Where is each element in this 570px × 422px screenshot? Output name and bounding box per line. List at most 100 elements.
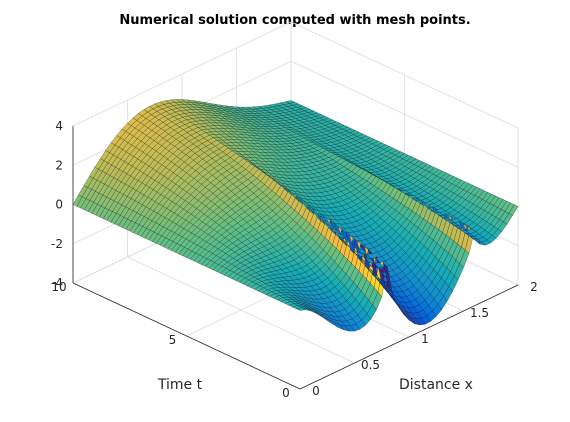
surface-patch	[300, 197, 312, 204]
surface-patch	[248, 119, 258, 123]
surface-patch	[327, 138, 338, 143]
surface-patch	[188, 124, 199, 131]
surface-patch	[377, 249, 388, 257]
surface-patch	[267, 146, 278, 151]
surface-patch	[315, 114, 326, 119]
surface-patch	[210, 161, 220, 169]
surface-patch	[361, 157, 372, 162]
surface-patch	[251, 267, 262, 273]
surface-patch	[224, 125, 236, 130]
x-tick-label: 0.5	[361, 358, 380, 372]
surface-patch	[313, 184, 324, 190]
surface-patch	[269, 118, 280, 122]
surface-patch	[217, 244, 228, 252]
surface-patch	[243, 158, 253, 164]
surface-patch	[237, 118, 247, 122]
surface-patch	[423, 236, 434, 250]
surface-patch	[231, 186, 241, 195]
surface-patch	[195, 229, 205, 238]
surface-patch	[460, 229, 471, 234]
surface-patch	[315, 123, 326, 128]
surface-patch	[350, 150, 361, 156]
surface-patch	[413, 160, 424, 167]
surface-patch	[286, 280, 297, 285]
surface-patch	[252, 279, 263, 284]
surface-patch	[155, 145, 166, 154]
x-tick-label: 0	[312, 384, 320, 398]
surface-patch	[366, 304, 377, 320]
surface-patch	[277, 182, 287, 191]
surface-patch	[323, 220, 334, 227]
surface-patch	[221, 139, 233, 144]
surface-patch	[351, 286, 362, 300]
surface-patch	[243, 172, 254, 180]
surface-patch	[345, 231, 355, 254]
surface-patch	[323, 240, 333, 254]
surface-patch	[304, 145, 315, 150]
surface-patch	[421, 315, 432, 325]
surface-patch	[254, 166, 265, 173]
surface-patch	[257, 128, 268, 132]
surface-patch	[304, 126, 316, 130]
surface-patch	[434, 177, 445, 186]
surface-patch	[291, 151, 302, 156]
surface-patch	[302, 159, 314, 164]
surface-patch	[372, 140, 383, 146]
surface-patch	[215, 122, 226, 126]
surface-patch	[162, 198, 173, 209]
surface-patch	[144, 230, 155, 241]
surface-patch	[201, 140, 212, 147]
surface-patch	[448, 275, 459, 292]
surface-patch	[368, 247, 379, 254]
surface-patch	[189, 170, 200, 179]
surface-patch	[335, 205, 346, 212]
surface-patch	[459, 181, 470, 190]
surface-patch	[421, 200, 431, 211]
surface-patch	[268, 103, 279, 108]
surface-patch	[297, 299, 307, 305]
surface-patch	[338, 166, 349, 173]
surface-patch	[244, 148, 255, 153]
surface-patch	[275, 269, 286, 275]
surface-patch	[361, 146, 372, 152]
surface-patch	[265, 218, 275, 227]
surface-patch	[218, 202, 229, 211]
surface-patch	[167, 116, 178, 123]
surface-patch	[168, 212, 179, 223]
surface-patch	[334, 251, 345, 266]
surface-patch	[347, 231, 358, 237]
surface-patch	[265, 174, 276, 182]
surface-patch	[391, 274, 401, 282]
surface-patch	[118, 161, 129, 172]
surface-patch	[131, 120, 141, 129]
surface-patch	[339, 324, 350, 332]
surface-patch	[158, 104, 169, 110]
surface-patch	[302, 185, 313, 190]
surface-patch	[325, 176, 336, 183]
surface-patch	[280, 125, 292, 128]
surface-patch	[195, 246, 206, 256]
surface-patch	[428, 167, 439, 175]
surface-patch	[389, 209, 400, 220]
surface-patch	[286, 265, 297, 272]
surface-patch	[380, 212, 391, 222]
surface-patch	[349, 162, 359, 167]
surface-patch	[106, 211, 117, 223]
surface-patch	[290, 175, 301, 179]
surface-patch	[327, 128, 338, 133]
surface-patch	[384, 158, 394, 164]
surface-patch	[206, 253, 217, 261]
surface-patch	[279, 155, 290, 160]
surface-patch	[266, 167, 278, 172]
surface-patch	[359, 204, 370, 212]
surface-patch	[206, 236, 217, 245]
surface-patch	[280, 143, 291, 148]
surface-patch	[241, 222, 251, 230]
surface-patch	[207, 211, 218, 220]
surface-patch	[326, 159, 337, 165]
surface-patch	[270, 108, 282, 112]
surface-patch	[360, 168, 371, 173]
surface-patch	[281, 132, 292, 136]
surface-patch	[259, 110, 271, 114]
